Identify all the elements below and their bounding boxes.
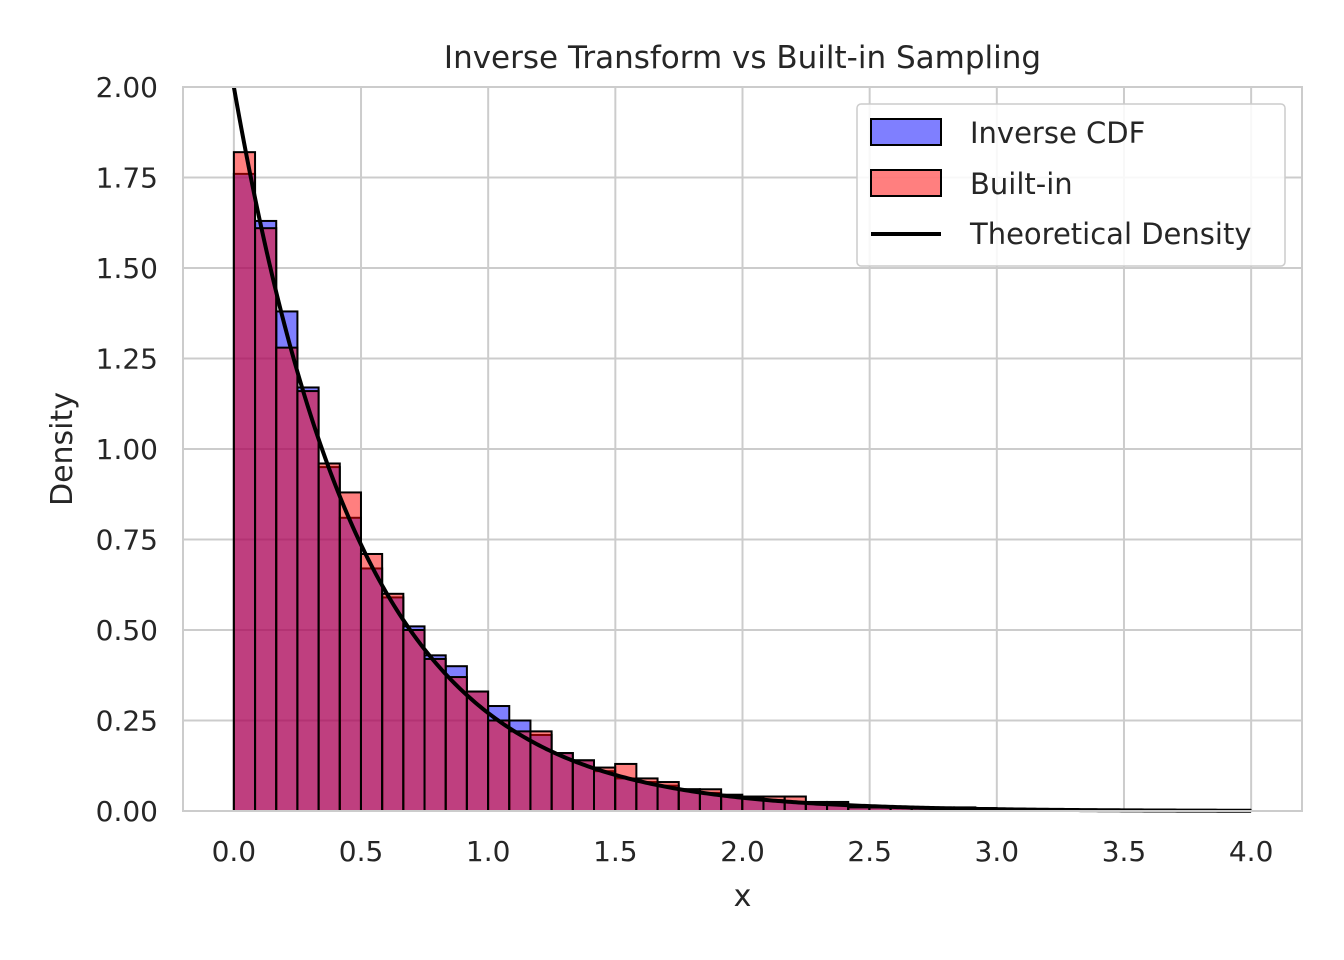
bar-built-in-12 bbox=[487, 719, 511, 812]
bar-built-in-4 bbox=[317, 462, 341, 812]
y-tick-label-7: 1.75 bbox=[96, 162, 158, 195]
x-tick-label-4: 2.0 bbox=[720, 835, 765, 868]
bar-built-in-10 bbox=[444, 676, 468, 812]
tick-labels: 0.0 0.5 1.0 1.5 2.0 2.5 3.0 3.5 4.0 0.00 0.25 0.50 0… bbox=[96, 71, 1274, 868]
x-tick-label-6: 3.0 bbox=[975, 835, 1020, 868]
chart-title: Inverse Transform vs Built-in Sampling bbox=[444, 40, 1041, 76]
y-tick-label-5: 1.25 bbox=[96, 343, 158, 376]
y-tick-label-0: 0.00 bbox=[96, 795, 158, 828]
histogram-bars bbox=[232, 151, 1252, 813]
y-tick-label-8: 2.00 bbox=[96, 71, 158, 104]
bar-built-in-13 bbox=[508, 730, 532, 812]
y-tick-label-4: 1.00 bbox=[96, 433, 158, 466]
bar-built-in-9 bbox=[423, 657, 447, 813]
bar-built-in-0 bbox=[232, 151, 257, 813]
x-tick-label-0: 0.0 bbox=[212, 835, 257, 868]
y-tick-label-6: 1.50 bbox=[96, 252, 158, 285]
bar-built-in-6 bbox=[359, 552, 384, 812]
plot-area-frame bbox=[182, 86, 1303, 812]
legend-swatch-inverse-cdf bbox=[870, 118, 942, 146]
bar-built-in-8 bbox=[402, 629, 426, 812]
x-tick-label-8: 4.0 bbox=[1229, 835, 1274, 868]
x-axis-title: x bbox=[734, 879, 752, 914]
x-tick-label-5: 2.5 bbox=[847, 835, 892, 868]
y-tick-label-2: 0.50 bbox=[96, 614, 158, 647]
legend-label-built-in: Built-in bbox=[970, 167, 1073, 201]
legend: Inverse CDF Built-in Theoretical Density bbox=[856, 103, 1286, 267]
y-axis-title: Density bbox=[45, 392, 80, 506]
y-tick-label-1: 0.25 bbox=[96, 705, 158, 738]
legend-label-theoretical-density: Theoretical Density bbox=[969, 217, 1251, 251]
bar-built-in-18 bbox=[614, 762, 638, 813]
legend-box bbox=[856, 103, 1286, 267]
bar-built-in-2 bbox=[275, 346, 299, 812]
x-tick-label-2: 1.0 bbox=[466, 835, 511, 868]
bar-built-in-1 bbox=[254, 227, 278, 812]
y-tick-label-3: 0.75 bbox=[96, 524, 158, 557]
legend-swatch-built-in bbox=[870, 169, 942, 197]
legend-label-inverse-cdf: Inverse CDF bbox=[970, 116, 1145, 150]
x-tick-label-1: 0.5 bbox=[339, 835, 384, 868]
bar-built-in-15 bbox=[550, 752, 574, 813]
bar-built-in-3 bbox=[296, 390, 320, 812]
x-tick-label-7: 3.5 bbox=[1102, 835, 1147, 868]
bar-built-in-7 bbox=[381, 592, 405, 812]
x-tick-label-3: 1.5 bbox=[593, 835, 638, 868]
